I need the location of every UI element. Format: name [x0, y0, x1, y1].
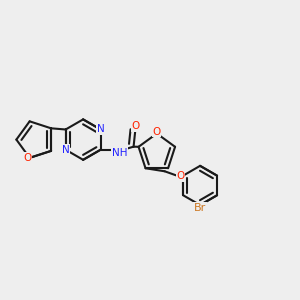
Text: N: N — [62, 145, 70, 155]
Text: Br: Br — [194, 203, 206, 213]
Text: O: O — [131, 121, 140, 131]
Text: O: O — [176, 171, 184, 182]
Text: N: N — [97, 124, 104, 134]
Text: O: O — [153, 127, 161, 137]
Text: NH: NH — [112, 148, 127, 158]
Text: O: O — [23, 153, 32, 163]
